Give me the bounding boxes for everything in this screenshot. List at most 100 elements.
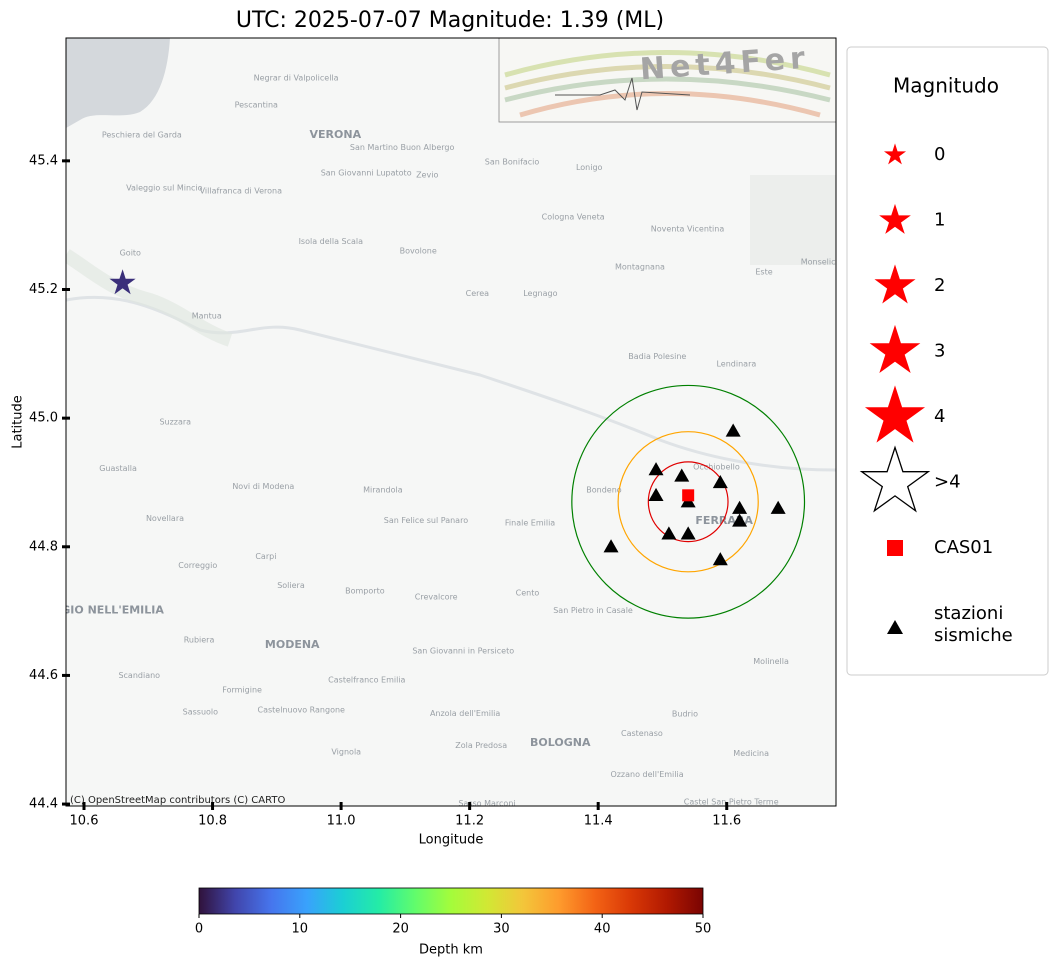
x-tick-label: 11.0 — [327, 814, 356, 829]
place-label: Sasso Marconi — [458, 799, 515, 808]
station — [712, 474, 728, 489]
distance-circle — [571, 384, 806, 619]
station — [661, 526, 677, 540]
place-label: Finale Emilia — [505, 518, 555, 527]
legend-box — [846, 46, 1049, 676]
station — [674, 468, 690, 482]
logo: Net4Fer — [498, 37, 837, 123]
station — [770, 500, 786, 514]
colorbar-label: Depth km — [419, 943, 483, 958]
place-label: Bondeno — [586, 486, 622, 495]
place-label: Este — [755, 268, 772, 277]
legend-label: 1 — [934, 210, 945, 231]
colorbar-tick-label: 50 — [695, 922, 712, 937]
place-label: Budrio — [672, 710, 698, 719]
place-label: Rubiera — [184, 636, 215, 645]
place-label: Formigine — [222, 686, 262, 695]
place-label: Correggio — [178, 561, 217, 570]
y-tick-label: 44.4 — [29, 797, 58, 812]
x-axis-label: Longitude — [419, 833, 484, 848]
place-label: REGGIO NELL'EMILIA — [36, 603, 164, 616]
place-label: Goito — [120, 248, 141, 257]
marks — [109, 269, 806, 619]
logo-arc — [504, 50, 831, 78]
hills — [750, 175, 836, 265]
place-label: Carpi — [255, 552, 276, 561]
legend-marker — [869, 324, 921, 374]
logo-seismogram — [555, 77, 691, 111]
y-tick-label: 45.2 — [29, 282, 58, 297]
place-label: Castelnuovo Rangone — [258, 706, 346, 715]
legend-marker — [859, 445, 931, 513]
legend-marker — [887, 540, 903, 556]
place-label: Castelfranco Emilia — [328, 675, 405, 684]
station — [648, 487, 664, 501]
place-label: Lonigo — [576, 163, 603, 172]
place-label: San Bonifacio — [485, 158, 540, 167]
place-label: Occhiobello — [693, 463, 740, 472]
wetland — [66, 249, 233, 347]
x-tick-label: 11.6 — [712, 814, 741, 829]
lake — [66, 38, 170, 128]
x-tick-label: 11.2 — [455, 814, 484, 829]
legend-label: CAS01 — [934, 537, 993, 558]
place-label: Negrar di Valpolicella — [254, 73, 339, 82]
place-label: Scandiano — [118, 671, 160, 680]
legend-marker — [874, 264, 916, 304]
place-label: Bomporto — [345, 587, 385, 596]
distance-circle — [647, 461, 729, 543]
y-tick-label: 45.4 — [29, 153, 58, 168]
y-axis-label: Latitude — [11, 395, 26, 449]
place-label: Montagnana — [615, 262, 665, 271]
place-label: MODENA — [265, 638, 320, 651]
colorbar — [199, 888, 703, 914]
place-label: Pescantina — [235, 100, 278, 109]
station — [603, 539, 619, 553]
station — [648, 462, 664, 476]
place-label: Bovolone — [400, 246, 437, 255]
attribution: (C) OpenStreetMap contributors (C) CARTO — [70, 795, 285, 806]
y-tick-label: 44.8 — [29, 539, 58, 554]
plot-frame — [65, 37, 837, 807]
place-label: Guastalla — [99, 464, 137, 473]
map-background — [66, 38, 836, 806]
place-label: VERONA — [310, 128, 362, 141]
station — [680, 526, 696, 540]
colorbar-tick-label: 30 — [493, 922, 510, 937]
distance-circle — [617, 431, 759, 573]
place-label: Mantua — [192, 311, 222, 320]
x-tick-label: 10.8 — [198, 814, 227, 829]
event — [109, 269, 136, 295]
place-label: Isola della Scala — [299, 237, 364, 246]
chart-title: UTC: 2025-07-07 Magnitude: 1.39 (ML) — [236, 8, 664, 33]
station — [725, 423, 741, 437]
place-label: Novellara — [146, 514, 184, 523]
legend-label: sismiche — [934, 625, 1013, 646]
place-label: Sassuolo — [183, 708, 219, 717]
station — [732, 513, 748, 527]
legend-marker — [879, 203, 911, 234]
place-label: Ozzano dell'Emilia — [610, 770, 683, 779]
colorbar-tick-label: 20 — [392, 922, 409, 937]
place-label: Noventa Vicentina — [651, 225, 725, 234]
place-label: Anzola dell'Emilia — [430, 709, 500, 718]
place-labels: Negrar di Valpolicella Pescantina VERONA Pe… — [36, 73, 841, 808]
legend-marker — [883, 143, 907, 165]
legend-label: 4 — [934, 406, 945, 427]
x-tick-label: 10.6 — [70, 814, 99, 829]
legend-label: 3 — [934, 341, 945, 362]
epicenter-station — [682, 489, 695, 502]
place-label: San Pietro in Casale — [553, 606, 633, 615]
place-label: Mirandola — [363, 486, 403, 495]
place-label: Villafranca di Verona — [200, 187, 282, 196]
place-label: Cerea — [466, 289, 490, 298]
place-label: Legnago — [523, 289, 557, 298]
place-label: Monselice — [801, 257, 841, 266]
colorbar-tick-label: 0 — [195, 922, 203, 937]
logo-arc — [504, 76, 831, 103]
colorbar-tick-label: 40 — [594, 922, 611, 937]
colorbar-tick-label: 10 — [292, 922, 309, 937]
place-label: Soliera — [277, 581, 305, 590]
